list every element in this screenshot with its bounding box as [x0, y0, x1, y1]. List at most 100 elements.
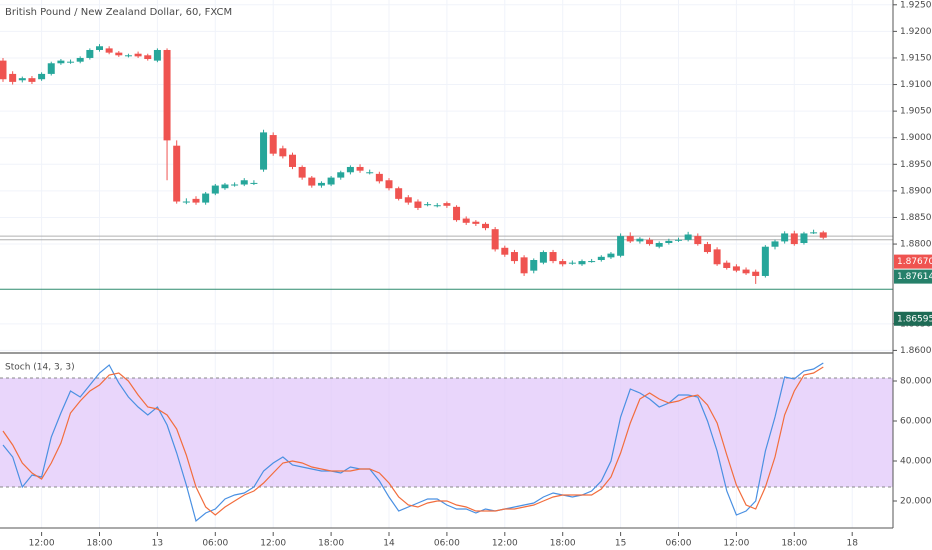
- candle-body: [192, 198, 200, 203]
- candle-body: [308, 177, 316, 186]
- candle-body: [163, 49, 171, 141]
- y-tick-label: 1.90500: [900, 107, 932, 117]
- candle-body: [761, 246, 769, 276]
- candle-body: [790, 233, 798, 245]
- candle-body: [86, 49, 94, 58]
- candle-body: [317, 182, 325, 186]
- candle-body: [221, 184, 229, 189]
- price-label-box: [894, 254, 932, 269]
- candle-body: [723, 262, 731, 268]
- candle-body: [346, 166, 354, 173]
- candle-body: [819, 232, 827, 238]
- candle-body: [9, 73, 17, 82]
- candle-body: [810, 232, 818, 234]
- candle-body: [607, 253, 615, 258]
- candle-body: [385, 180, 393, 189]
- candle-body: [742, 269, 750, 274]
- chart-title: British Pound / New Zealand Dollar, 60, …: [5, 7, 232, 18]
- y-tick-label: 40.0000: [900, 457, 932, 467]
- candle-body: [559, 261, 567, 265]
- candle-body: [501, 247, 509, 255]
- y-tick-label: 1.92000: [900, 27, 932, 37]
- candle-body: [491, 229, 499, 250]
- candle-body: [96, 46, 103, 50]
- stoch-title: Stoch (14, 3, 3): [5, 363, 75, 373]
- y-tick-label: 1.88000: [900, 240, 932, 250]
- y-tick-label: 60.0000: [900, 417, 932, 427]
- candle-body: [28, 78, 36, 82]
- candle-body: [356, 166, 364, 171]
- candle-body: [298, 166, 306, 178]
- candle-body: [530, 260, 538, 271]
- x-tick-label: 18:00: [781, 539, 807, 549]
- candle-body: [675, 239, 682, 241]
- x-tick-label: 18:00: [318, 539, 344, 549]
- candle-body: [153, 49, 161, 61]
- candle-body: [404, 197, 412, 203]
- candle-body: [472, 221, 480, 224]
- candle-body: [443, 203, 451, 206]
- candle-body: [694, 236, 702, 245]
- y-tick-label: 20.0000: [900, 497, 932, 507]
- candle-body: [182, 201, 190, 203]
- y-tick-label: 1.88500: [900, 213, 932, 223]
- candle-body: [578, 261, 586, 265]
- stoch-band: [0, 378, 893, 487]
- candle-body: [568, 262, 576, 264]
- candle-body: [482, 223, 489, 229]
- candle-body: [800, 233, 808, 243]
- candle-body: [124, 55, 132, 57]
- price-label-box: [894, 311, 932, 326]
- x-tick-label: 18: [846, 539, 858, 549]
- candle-body: [462, 218, 470, 223]
- x-tick-label: 12:00: [29, 539, 55, 549]
- candle-body: [105, 48, 113, 53]
- y-tick-label: 1.86000: [900, 346, 932, 356]
- candle-body: [703, 244, 711, 253]
- x-tick-label: 06:00: [202, 539, 228, 549]
- candle-body: [57, 60, 65, 64]
- candle-body: [539, 252, 547, 263]
- candle-body: [588, 261, 596, 263]
- candle-body: [260, 132, 268, 170]
- candle-body: [0, 60, 7, 80]
- x-tick-label: 12:00: [260, 539, 286, 549]
- candle-body: [781, 233, 789, 242]
- candle-body: [520, 257, 528, 274]
- candle-body: [269, 135, 277, 154]
- price-label: 1.87670: [897, 257, 932, 267]
- candle-body: [211, 185, 219, 194]
- candle-body: [366, 172, 374, 174]
- x-tick-label: 14: [383, 539, 395, 549]
- candle-body: [771, 241, 779, 247]
- stoch-line: [2, 362, 824, 523]
- x-tick-label: 12:00: [492, 539, 518, 549]
- candle-body: [337, 172, 345, 178]
- candle-body: [250, 182, 258, 184]
- x-tick-label: 12:00: [723, 539, 749, 549]
- candle-body: [289, 154, 296, 167]
- candle-body: [327, 177, 335, 185]
- price-label-box: [894, 269, 932, 284]
- y-tick-label: 1.91500: [900, 53, 932, 63]
- y-tick-label: 1.89000: [900, 186, 932, 196]
- candle-body: [684, 234, 692, 240]
- candle-body: [732, 266, 740, 271]
- x-tick-label: 18:00: [87, 539, 113, 549]
- candle-body: [47, 63, 55, 74]
- y-tick-label: 1.89500: [900, 160, 932, 170]
- candle-body: [279, 148, 287, 157]
- candle-body: [67, 61, 75, 63]
- price-label: 1.87614: [897, 272, 932, 282]
- candle-body: [115, 52, 123, 56]
- x-tick-label: 06:00: [434, 539, 460, 549]
- candle-body: [375, 173, 383, 182]
- candle-body: [134, 53, 142, 57]
- x-tick-label: 13: [152, 539, 163, 549]
- candle-body: [617, 236, 625, 256]
- candle-body: [38, 73, 46, 80]
- candle-body: [646, 239, 654, 245]
- candle-body: [173, 145, 181, 202]
- candle-body: [636, 238, 644, 242]
